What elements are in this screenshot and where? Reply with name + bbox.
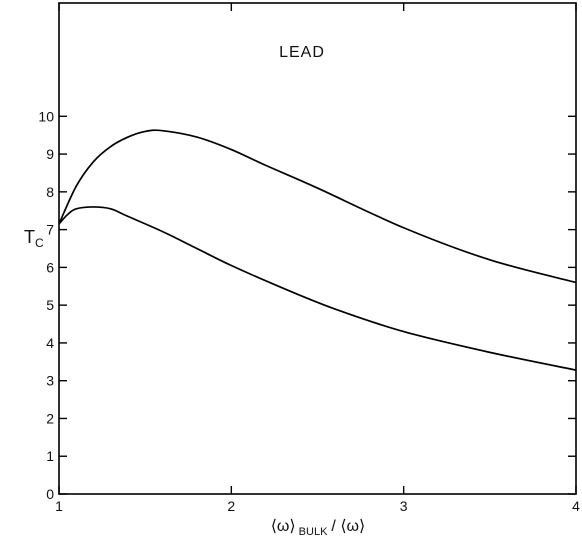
x-axis-label-subscript: BULK [299,526,328,538]
y-tick-label: 8 [46,184,54,200]
plot-frame [58,2,577,495]
x-tick-label: 2 [227,498,235,514]
x-axis-label: ⟨ω⟩ BULK / ⟨ω⟩ [271,518,366,538]
y-axis-label-main: T [24,227,35,247]
x-tick-label: 3 [400,498,408,514]
x-axis-label-left: ⟨ω⟩ [271,518,296,535]
chart-title: LEAD [279,44,325,61]
tick-marks [58,3,577,495]
x-axis-label-right: / ⟨ω⟩ [331,518,365,535]
x-tick-label: 4 [572,498,580,514]
y-tick-label: 3 [46,373,54,389]
series-lines [58,129,577,371]
y-axis-label: TC [24,227,44,250]
y-tick-label: 0 [46,486,54,502]
y-tick-label: 7 [46,222,54,238]
y-tick-label: 10 [38,108,54,124]
lower-curve [58,206,577,371]
y-tick-label: 2 [46,410,54,426]
x-tick-label: 1 [55,498,63,514]
y-tick-label: 4 [46,335,54,351]
y-tick-label: 9 [46,146,54,162]
upper-curve [58,129,577,284]
y-tick-label: 6 [46,259,54,275]
y-tick-label: 5 [46,297,54,313]
y-axis-label-subscript: C [35,236,44,250]
y-tick-label: 1 [46,448,54,464]
